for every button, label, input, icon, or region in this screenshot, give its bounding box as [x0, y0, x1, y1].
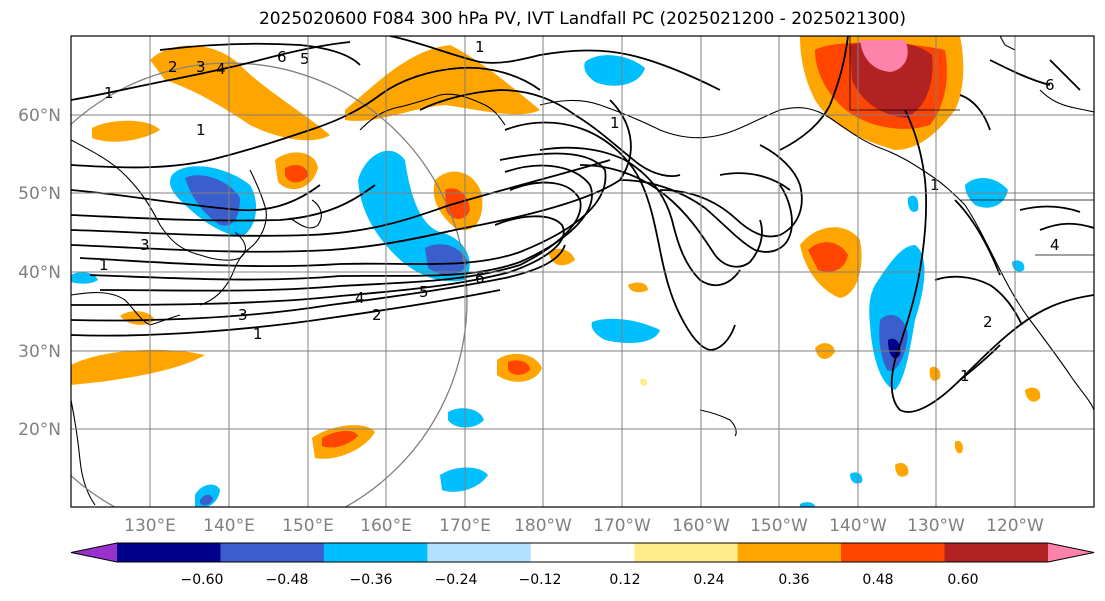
contour-label: 4 [216, 60, 226, 78]
contour-label: 6 [475, 269, 485, 287]
colorbar: −0.60 −0.48 −0.36 −0.24 −0.12 0.12 0.24 … [70, 542, 1095, 588]
latitude-label: 50°N [18, 184, 61, 204]
contour-labels: 1 2 3 4 5 6 1 1 3 1 4 5 6 2 3 1 2 1 1 6 … [99, 38, 1060, 385]
longitude-label: 130°E [124, 516, 176, 536]
positive-pv-anomalies [71, 36, 1041, 477]
latitude-label: 60°N [18, 106, 61, 126]
colorbar-extend-min [71, 543, 117, 562]
contour-label: 4 [355, 289, 365, 307]
colorbar-tick-label: −0.60 [181, 572, 224, 588]
longitude-label: 160°W [672, 516, 730, 536]
longitude-label: 150°E [282, 516, 334, 536]
contour-label: 3 [196, 58, 206, 76]
contour-label: 1 [99, 256, 109, 274]
colorbar-segment [427, 543, 532, 562]
contour-label: 1 [475, 38, 485, 56]
graticule [71, 36, 1094, 507]
contour-label: 1 [930, 176, 940, 194]
contour-label: 1 [610, 114, 620, 132]
colorbar-extend-max [1048, 543, 1094, 562]
contour-label: 2 [372, 306, 382, 324]
distance-circle [71, 62, 468, 507]
contour-label: 6 [277, 48, 287, 66]
contour-label: 4 [1050, 236, 1060, 254]
colorbar-tick-label: −0.48 [266, 572, 309, 588]
latitude-label: 40°N [18, 263, 61, 283]
colorbar-segment [737, 543, 842, 562]
longitude-label: 170°W [593, 516, 651, 536]
longitude-label: 160°E [360, 516, 412, 536]
longitude-label: 140°E [203, 516, 255, 536]
contour-label: 5 [300, 50, 310, 68]
latitude-label: 20°N [18, 420, 61, 440]
contour-label: 1 [196, 121, 206, 139]
colorbar-segment [220, 543, 325, 562]
colorbar-tick-label: −0.24 [435, 572, 478, 588]
latitude-labels: 60°N 50°N 40°N 30°N 20°N [18, 106, 61, 440]
colorbar-segment [841, 543, 946, 562]
map-title: 2025020600 F084 300 hPa PV, IVT Landfall… [258, 9, 906, 29]
longitude-label: 140°W [829, 516, 887, 536]
contour-label: 3 [238, 306, 248, 324]
contour-label: 6 [1045, 76, 1055, 94]
pv-contours [71, 36, 1094, 413]
colorbar-tick-label: 0.12 [609, 572, 640, 588]
contour-label: 5 [419, 283, 429, 301]
colorbar-tick-label: 0.60 [947, 572, 978, 588]
longitude-label: 150°W [750, 516, 808, 536]
colorbar-segment [530, 543, 635, 562]
colorbar-tick-label: 0.48 [862, 572, 893, 588]
contour-label: 3 [140, 236, 150, 254]
longitude-label: 180°W [514, 516, 572, 536]
colorbar-tick-labels: −0.60 −0.48 −0.36 −0.24 −0.12 0.12 0.24 … [181, 572, 979, 588]
colorbar-tick-label: 0.24 [693, 572, 724, 588]
contour-label: 1 [253, 325, 263, 343]
colorbar-tick-label: −0.12 [519, 572, 562, 588]
latitude-label: 30°N [18, 342, 61, 362]
contour-label: 2 [983, 313, 993, 331]
colorbar-segments [70, 542, 1095, 563]
longitude-label: 130°W [907, 516, 965, 536]
contour-label: 2 [168, 58, 178, 76]
colorbar-tick-label: −0.36 [350, 572, 393, 588]
longitude-label: 170°E [439, 516, 491, 536]
colorbar-segment [117, 543, 221, 562]
longitude-labels: 130°E 140°E 150°E 160°E 170°E 180°W 170°… [124, 516, 1044, 536]
longitude-label: 120°W [986, 516, 1044, 536]
colorbar-segment [634, 543, 739, 562]
contour-label: 1 [960, 367, 970, 385]
contour-label: 1 [104, 84, 114, 102]
map-content: 1 2 3 4 5 6 1 1 3 1 4 5 6 2 3 1 2 1 1 6 … [71, 36, 1094, 507]
colorbar-tick-label: 0.36 [778, 572, 809, 588]
colorbar-outline [70, 542, 1095, 563]
colorbar-segment [944, 543, 1049, 562]
map-frame [70, 35, 1095, 508]
colorbar-segment [323, 543, 428, 562]
borders [849, 36, 1094, 256]
